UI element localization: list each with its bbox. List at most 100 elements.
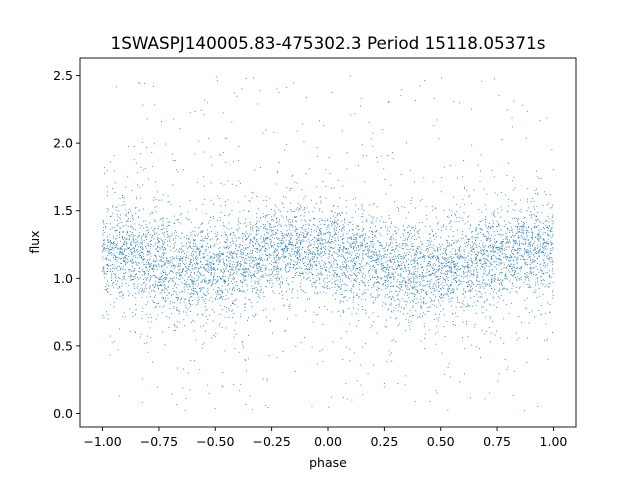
data-point xyxy=(198,268,200,270)
data-point xyxy=(142,184,144,186)
data-point xyxy=(546,204,548,206)
data-point xyxy=(376,206,378,208)
data-point xyxy=(332,220,333,222)
data-point xyxy=(197,300,199,301)
data-point xyxy=(446,321,448,322)
data-point xyxy=(421,256,423,258)
data-point xyxy=(534,227,536,229)
data-point xyxy=(414,289,416,291)
data-point xyxy=(336,259,337,261)
data-point xyxy=(516,258,518,260)
data-point xyxy=(110,249,112,251)
data-point xyxy=(526,308,528,310)
data-point xyxy=(199,232,201,233)
data-point xyxy=(258,258,260,260)
data-point xyxy=(262,292,264,294)
data-point xyxy=(500,235,502,237)
data-point xyxy=(392,152,394,154)
data-point xyxy=(424,79,426,81)
data-point xyxy=(336,284,338,285)
data-point xyxy=(334,233,336,235)
data-point xyxy=(423,177,425,179)
data-point xyxy=(289,308,291,309)
data-point xyxy=(109,246,111,248)
data-point xyxy=(546,117,548,119)
data-point xyxy=(489,316,491,318)
data-point xyxy=(405,304,407,306)
data-point xyxy=(533,266,535,268)
data-point xyxy=(113,340,115,342)
data-point xyxy=(154,104,156,106)
data-point xyxy=(430,273,432,275)
data-point xyxy=(281,249,283,251)
data-point xyxy=(147,226,149,228)
data-point xyxy=(355,325,357,327)
data-point xyxy=(153,264,155,266)
data-point xyxy=(119,248,121,250)
data-point xyxy=(409,272,411,274)
data-point xyxy=(347,276,349,278)
data-point xyxy=(177,299,178,301)
data-point xyxy=(194,153,196,155)
data-point xyxy=(511,251,512,253)
data-point xyxy=(355,281,357,282)
data-point xyxy=(340,301,342,303)
data-point xyxy=(353,279,355,281)
data-point xyxy=(267,232,269,234)
data-point xyxy=(354,280,356,281)
data-point xyxy=(478,246,480,247)
data-point xyxy=(307,256,309,258)
data-point xyxy=(307,231,309,233)
data-point xyxy=(193,239,195,241)
data-point xyxy=(227,277,229,279)
data-point xyxy=(477,251,479,253)
data-point xyxy=(415,207,417,209)
data-point xyxy=(334,234,336,236)
data-point xyxy=(429,270,431,272)
data-point xyxy=(386,280,388,282)
data-point xyxy=(310,234,312,236)
data-point xyxy=(114,245,116,247)
data-point xyxy=(259,262,261,264)
data-point xyxy=(211,263,213,265)
data-point xyxy=(492,247,494,248)
data-point xyxy=(463,251,465,252)
data-point xyxy=(542,279,544,281)
data-point xyxy=(500,233,502,235)
data-point xyxy=(455,204,457,205)
data-point xyxy=(341,239,343,241)
data-point xyxy=(417,248,419,250)
data-point xyxy=(202,274,204,276)
data-point xyxy=(501,209,503,211)
data-point xyxy=(483,268,485,270)
data-point xyxy=(362,394,364,396)
data-point xyxy=(378,282,380,283)
data-point xyxy=(445,270,447,272)
data-point xyxy=(431,272,433,274)
data-point xyxy=(134,256,136,258)
data-point xyxy=(387,309,389,311)
data-point xyxy=(300,219,302,221)
data-point xyxy=(429,401,431,402)
data-point xyxy=(143,271,145,272)
data-point xyxy=(122,231,124,233)
data-point xyxy=(283,237,285,238)
data-point xyxy=(527,337,528,339)
data-point xyxy=(335,298,337,300)
data-point xyxy=(149,263,151,265)
data-point xyxy=(317,237,319,239)
data-point xyxy=(304,292,306,293)
data-point xyxy=(526,236,528,238)
data-point xyxy=(470,224,472,226)
data-point xyxy=(475,259,476,260)
data-point xyxy=(436,248,438,250)
data-point xyxy=(286,187,288,189)
data-point xyxy=(431,300,433,302)
data-point xyxy=(475,346,477,348)
data-point xyxy=(164,288,166,290)
data-point xyxy=(540,305,542,306)
data-point xyxy=(454,214,456,216)
data-point xyxy=(315,314,317,316)
data-point xyxy=(310,265,311,267)
data-point xyxy=(414,252,416,254)
